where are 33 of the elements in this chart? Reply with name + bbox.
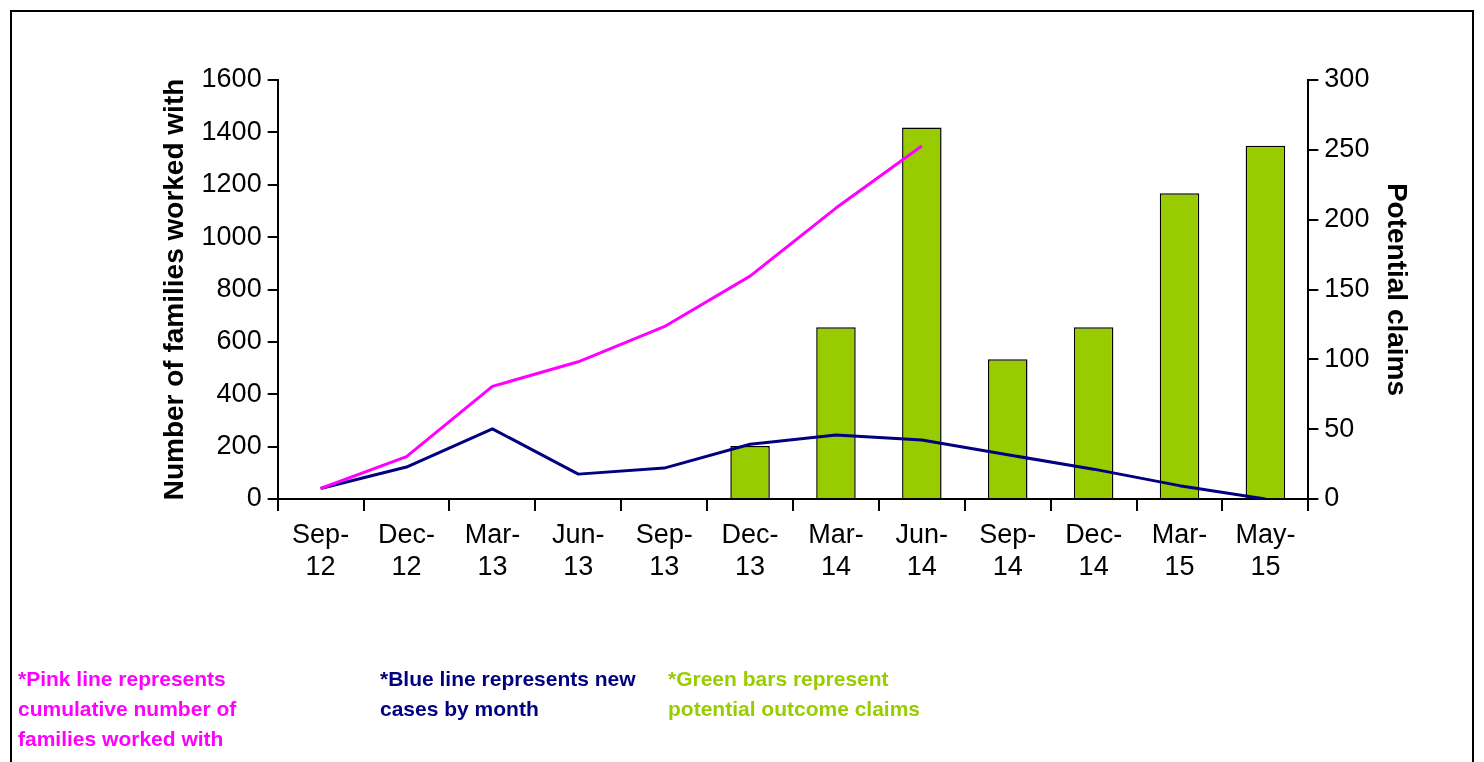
y2-tick-label: 100 [1324, 342, 1370, 373]
y2-axis-title: Potential claims [1382, 182, 1414, 397]
y-tick-label: 1600 [201, 63, 262, 94]
text: *Pink line represents cumulative number of families worked with [18, 666, 238, 752]
y-tick-label: 0 [246, 482, 262, 513]
y2-tick-label: 250 [1324, 133, 1370, 164]
x-tick-label: Mar-14 [808, 518, 864, 582]
x-tick-label: Dec-14 [1065, 518, 1123, 582]
x-tick-label: Mar-13 [464, 518, 521, 582]
x-tick-label: Mar-15 [1151, 518, 1208, 582]
y-tick-label: 1400 [201, 115, 262, 146]
y-tick-label: 200 [216, 430, 262, 461]
x-tick-label: Sep-14 [979, 518, 1037, 582]
text: *Green bars represent potential outcome claims [668, 666, 922, 722]
y2-tick-label: 0 [1324, 482, 1340, 513]
x-tick-label: Jun-13 [552, 518, 605, 582]
x-tick-label: Sep-12 [292, 518, 350, 582]
y2-tick-label: 50 [1324, 412, 1355, 443]
y-tick-label: 800 [216, 272, 262, 303]
y2-tick-label: 200 [1324, 203, 1370, 234]
x-tick-label: May-15 [1235, 518, 1296, 582]
y2-tick-label: 150 [1324, 272, 1370, 303]
y-axis-title: Number of families worked with [157, 78, 189, 501]
x-tick-label: Dec-12 [377, 518, 436, 582]
text: *Blue line represents new cases by month [380, 667, 636, 720]
x-tick-label: Dec-13 [721, 518, 779, 582]
y-tick-label: 1000 [201, 220, 262, 251]
y-tick-label: 600 [216, 325, 262, 356]
y2-tick-label: 300 [1324, 63, 1370, 94]
y-tick-label: 400 [216, 377, 262, 408]
x-tick-label: Sep-13 [635, 518, 693, 582]
y-tick-label: 1200 [201, 168, 262, 199]
x-tick-label: Jun-14 [895, 518, 949, 582]
